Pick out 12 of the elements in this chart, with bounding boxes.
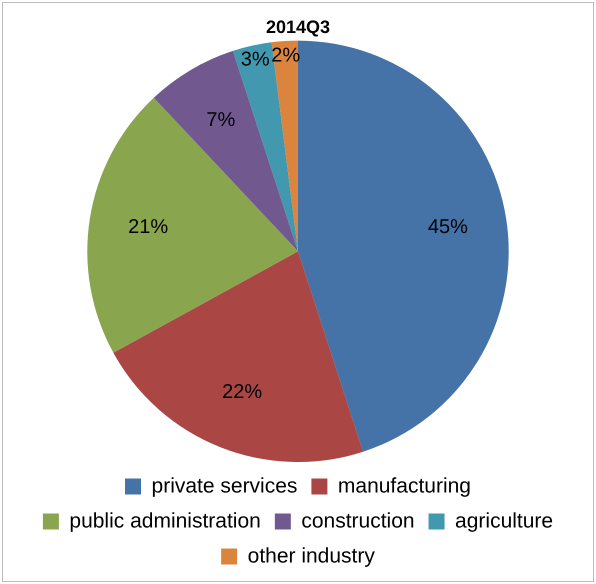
legend-label: other industry <box>248 544 376 568</box>
data-label: 21% <box>128 216 168 238</box>
data-label: 22% <box>222 380 262 403</box>
chart-title: 2014Q3 <box>266 16 330 37</box>
legend-label: public administration <box>69 509 261 532</box>
legend-label: construction <box>301 509 415 532</box>
legend-label: private services <box>152 474 298 498</box>
data-label: 7% <box>206 109 236 132</box>
legend-label: agriculture <box>455 509 554 532</box>
data-label: 45% <box>428 216 468 238</box>
legend-label: manufacturing <box>338 474 471 498</box>
data-label: 3% <box>240 48 270 71</box>
